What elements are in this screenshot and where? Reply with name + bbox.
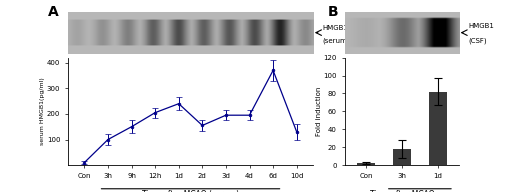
- Text: HMGB1: HMGB1: [323, 25, 348, 31]
- Text: (CSF): (CSF): [468, 38, 487, 44]
- X-axis label: Time after MCAO (serum): Time after MCAO (serum): [142, 190, 239, 192]
- Y-axis label: serum HMGB1(pg/ml): serum HMGB1(pg/ml): [40, 78, 45, 145]
- Bar: [357, 163, 375, 165]
- X-axis label: Time after MCAO: Time after MCAO: [370, 190, 434, 192]
- Text: A: A: [48, 5, 59, 19]
- Y-axis label: Fold induction: Fold induction: [316, 87, 322, 136]
- Text: (serum): (serum): [323, 38, 350, 44]
- Bar: [429, 92, 447, 165]
- Text: HMGB1: HMGB1: [468, 23, 494, 29]
- Text: B: B: [327, 5, 338, 19]
- Bar: [393, 149, 411, 165]
